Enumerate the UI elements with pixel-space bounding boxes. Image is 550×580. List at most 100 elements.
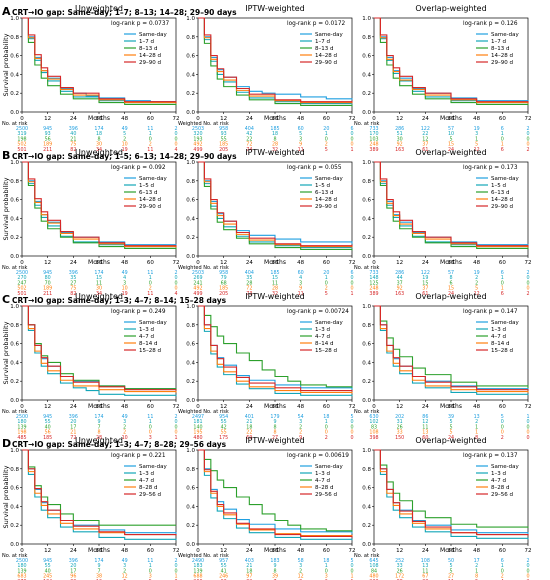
risk-count: 93 xyxy=(221,579,227,580)
risk-count: 396 xyxy=(69,414,78,420)
risk-count: 175 xyxy=(219,435,228,441)
x-axis-label: Months xyxy=(88,547,110,554)
risk-count: 1 xyxy=(501,275,504,281)
risk-count: 0 xyxy=(174,136,177,142)
risk-count: 502 xyxy=(17,142,26,148)
risk-count: 0 xyxy=(350,563,353,569)
x-axis-label: Months xyxy=(440,547,462,554)
risk-count: 2 xyxy=(325,435,328,441)
legend-label: Same-day xyxy=(491,176,519,182)
y-tick-label: 0.2 xyxy=(186,379,195,385)
risk-count: 954 xyxy=(219,414,228,420)
km-curve-5 xyxy=(22,305,177,391)
y-tick-label: 0.6 xyxy=(10,198,19,204)
risk-count: 0 xyxy=(350,136,353,142)
risk-count: 5 xyxy=(449,568,452,574)
risk-count: 12 xyxy=(474,291,480,297)
risk-count: 174 xyxy=(94,414,103,420)
km-curve-3 xyxy=(374,449,529,529)
risk-count: 0 xyxy=(350,424,353,430)
risk-count: 492 xyxy=(193,142,202,148)
risk-count: 5 xyxy=(475,286,478,292)
x-tick-label: 0 xyxy=(20,116,24,122)
legend-label: 15–28 d xyxy=(315,348,337,354)
risk-count: 5 xyxy=(475,142,478,148)
risk-count: 0 xyxy=(526,574,529,580)
km-curve-5 xyxy=(22,161,177,247)
risk-count: 19 xyxy=(474,270,480,276)
legend-label: 8–28 d xyxy=(139,485,158,491)
x-tick-label: 24 xyxy=(422,404,429,410)
y-tick-label: 0.6 xyxy=(362,486,371,492)
risk-count: 396 xyxy=(69,558,78,564)
x-tick-label: 72 xyxy=(173,260,180,266)
logrank-text: log-rank p = 0.055 xyxy=(287,165,342,171)
y-tick-label: 0.2 xyxy=(362,235,371,241)
risk-count: 57 xyxy=(448,126,454,132)
risk-count: 28 xyxy=(272,142,278,148)
risk-count: 645 xyxy=(369,558,378,564)
km-curve-5 xyxy=(198,161,353,247)
risk-count: 58 xyxy=(298,558,304,564)
risk-count: 49 xyxy=(122,126,128,132)
legend-label: 6–13 d xyxy=(315,190,334,196)
x-tick-label: 60 xyxy=(499,116,506,122)
panel-heading: Unweighted xyxy=(75,148,123,157)
risk-count: 82 xyxy=(70,291,76,297)
risk-count: 49 xyxy=(122,270,128,276)
x-tick-label: 0 xyxy=(20,260,24,266)
risk-count: 2 xyxy=(149,142,152,148)
risk-count: 0 xyxy=(501,430,504,436)
risk-count: 9 xyxy=(299,286,302,292)
risk-count: 248 xyxy=(369,286,378,292)
risk-table-header: No. at risk xyxy=(2,409,28,415)
risk-count: 1 xyxy=(350,579,353,580)
y-tick-label: 0.8 xyxy=(10,467,19,473)
risk-table-header: No. at risk xyxy=(354,265,380,271)
x-tick-label: 36 xyxy=(448,404,455,410)
panel-letter-C: C xyxy=(2,293,10,306)
y-tick-label: 0.8 xyxy=(186,35,195,41)
risk-count: 96 xyxy=(70,574,76,580)
risk-count: 0 xyxy=(174,568,177,574)
y-tick-label: 0.8 xyxy=(362,467,371,473)
row-title: CRT→IO gap: Same-day; 1–5; 6–13; 14–28; … xyxy=(12,152,237,161)
x-tick-label: 72 xyxy=(349,548,356,554)
risk-count: 0 xyxy=(501,136,504,142)
risk-count: 2 xyxy=(174,414,177,420)
risk-count: 72 xyxy=(70,435,76,441)
x-axis-label: Months xyxy=(88,115,110,122)
risk-count: 2 xyxy=(123,424,126,430)
risk-count: 40 xyxy=(45,568,51,574)
risk-count: 8 xyxy=(449,275,452,281)
risk-count: 103 xyxy=(369,136,378,142)
risk-count: 180 xyxy=(17,563,26,569)
x-tick-label: 48 xyxy=(121,260,128,266)
risk-count: 733 xyxy=(369,270,378,276)
risk-count: 28 xyxy=(96,435,102,441)
risk-count: 6 xyxy=(501,126,504,132)
risk-count: 32 xyxy=(246,579,252,580)
risk-count: 174 xyxy=(94,558,103,564)
y-tick-label: 0.8 xyxy=(186,179,195,185)
risk-count: 398 xyxy=(369,435,378,441)
y-tick-label: 0.4 xyxy=(362,216,371,222)
risk-count: 30 xyxy=(96,286,102,292)
panel-heading: Overlap-weighted xyxy=(415,4,486,13)
x-tick-label: 0 xyxy=(196,116,200,122)
x-tick-label: 72 xyxy=(349,116,356,122)
risk-count: 12 xyxy=(122,574,128,580)
risk-count: 3 xyxy=(299,280,302,286)
risk-count: 2 xyxy=(325,142,328,148)
risk-count: 18 xyxy=(323,558,329,564)
x-tick-label: 72 xyxy=(525,404,532,410)
risk-count: 0 xyxy=(350,430,353,436)
panel-letter-B: B xyxy=(2,149,10,162)
x-tick-label: 0 xyxy=(20,404,24,410)
y-tick-label: 0.0 xyxy=(362,542,371,548)
risk-count: 1 xyxy=(501,142,504,148)
x-tick-label: 72 xyxy=(525,260,532,266)
legend-label: 29–90 d xyxy=(315,60,337,66)
